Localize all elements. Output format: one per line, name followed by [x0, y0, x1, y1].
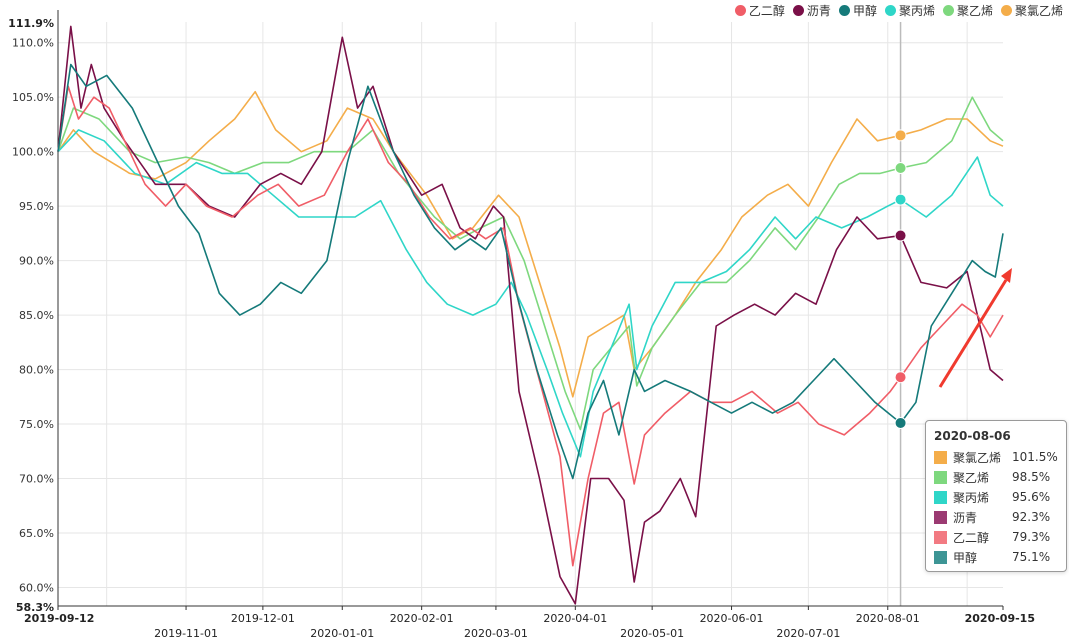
annotation-layer	[938, 268, 1012, 388]
y-tick-label: 85.0%	[19, 309, 54, 322]
y-tick-label: 105.0%	[12, 91, 54, 104]
legend-item-pvc[interactable]: 聚氯乙烯	[1000, 2, 1063, 19]
y-tick-label: 95.0%	[19, 200, 54, 213]
series-line	[57, 96, 1004, 431]
x-tick-label: 2020-09-15	[965, 612, 1035, 625]
tooltip-row: 聚丙烯 95.6%	[934, 487, 1060, 507]
series-line	[57, 63, 1004, 480]
legend-dot-icon	[734, 4, 746, 16]
hover-point	[894, 162, 907, 174]
x-tick-label: 2020-05-01	[620, 627, 684, 640]
tooltip-row-value: 95.6%	[1012, 490, 1051, 504]
hover-point	[894, 371, 907, 384]
tooltip-row-name: 聚氯乙烯	[953, 450, 1002, 465]
legend-label: 聚丙烯	[898, 3, 935, 18]
tooltip-row: 甲醇 75.1%	[934, 547, 1060, 567]
tooltip-swatch-icon	[934, 510, 947, 524]
y-min-label: 58.3%	[16, 601, 54, 614]
tooltip-row-value: 101.5%	[1012, 450, 1058, 464]
tooltip-row: 聚乙烯 98.5%	[934, 467, 1060, 487]
legend-label: 沥青	[806, 3, 831, 18]
hover-point	[894, 229, 907, 242]
x-tick-label: 2020-07-01	[776, 627, 840, 640]
tooltip-row-name: 聚丙烯	[953, 490, 990, 505]
tooltip-row-value: 75.1%	[1012, 550, 1051, 564]
series-line	[57, 129, 1004, 458]
hover-point	[894, 193, 907, 206]
x-tick-label: 2020-06-01	[700, 612, 764, 625]
tooltip-row-name: 聚乙烯	[953, 470, 990, 485]
annotation-arrow-head	[1001, 268, 1012, 283]
legend-item-bitumen[interactable]: 沥青	[792, 2, 831, 19]
tooltip-date: 2020-08-06	[934, 429, 1011, 443]
x-tick-label: 2019-11-01	[154, 627, 218, 640]
tooltip-row-name: 甲醇	[953, 550, 978, 565]
x-tick-label: 2019-12-01	[231, 612, 295, 625]
tooltip-row: 乙二醇 79.3%	[934, 527, 1060, 547]
annotation-arrow-shaft	[938, 279, 1008, 388]
x-tick-label: 2020-02-01	[390, 612, 454, 625]
tooltip-swatch-icon	[934, 470, 947, 484]
y-tick-label: 65.0%	[19, 527, 54, 540]
axis-layer: 60.0% 65.0% 70.0% 75.0% 80.0% 85.0% 90.0% 95.0%…	[8, 10, 1035, 640]
legend-dot-icon	[942, 4, 954, 16]
tooltip-row: 沥青 92.3%	[934, 507, 1060, 527]
tooltip-swatch-icon	[934, 450, 947, 464]
x-tick-label: 2020-03-01	[464, 627, 528, 640]
x-tick-label: 2020-04-01	[543, 612, 607, 625]
y-tick-label: 90.0%	[19, 255, 54, 268]
x-tick-label: 2020-01-01	[310, 627, 374, 640]
y-tick-label: 70.0%	[19, 473, 54, 486]
legend-item-methanol[interactable]: 甲醇	[838, 2, 877, 19]
legend-label: 聚氯乙烯	[1014, 3, 1063, 18]
x-tick-label: 2020-08-01	[856, 612, 920, 625]
legend-dot-icon	[792, 4, 804, 16]
legend-label: 甲醇	[852, 3, 877, 18]
series-line	[57, 90, 1004, 398]
legend-dot-icon	[1000, 4, 1012, 16]
tooltip-row-name: 乙二醇	[953, 530, 990, 545]
marker-layer	[894, 129, 907, 429]
legend-dot-icon	[838, 4, 850, 16]
legend-label: 乙二醇	[748, 3, 785, 18]
tooltip-swatch-icon	[934, 550, 947, 564]
y-tick-label: 100.0%	[12, 146, 54, 159]
legend-item-polypropylene[interactable]: 聚丙烯	[884, 2, 935, 19]
tooltip-row-value: 79.3%	[1012, 530, 1051, 544]
tooltip-swatch-icon	[934, 490, 947, 504]
tooltip-row: 聚氯乙烯 101.5%	[934, 447, 1060, 467]
legend-dot-icon	[884, 4, 896, 16]
hover-point	[894, 129, 907, 142]
y-tick-label: 110.0%	[12, 37, 54, 50]
legend-item-polyethylene[interactable]: 聚乙烯	[942, 2, 993, 19]
y-tick-label: 80.0%	[19, 364, 54, 377]
x-tick-label: 2019-09-12	[24, 612, 94, 625]
legend-item-meg[interactable]: 乙二醇	[734, 2, 785, 19]
y-tick-label: 60.0%	[19, 581, 54, 594]
y-max-label: 111.9%	[8, 17, 54, 30]
grid-layer	[58, 22, 1003, 606]
y-tick-label: 75.0%	[19, 418, 54, 431]
tooltip-row-value: 92.3%	[1012, 510, 1051, 524]
tooltip-row-name: 沥青	[953, 510, 978, 525]
series-layer	[57, 25, 1004, 605]
series-line	[57, 25, 1004, 605]
tooltip-row-value: 98.5%	[1012, 470, 1051, 484]
chart-legend: 乙二醇 沥青 甲醇 聚丙烯 聚乙烯 聚氯乙烯	[734, 0, 1063, 20]
hover-point	[894, 416, 907, 429]
tooltip-panel: 2020-08-06 聚氯乙烯 101.5% 聚乙烯 98.5% 聚丙烯 95.…	[925, 420, 1067, 572]
tooltip-swatch-icon	[934, 530, 947, 544]
legend-label: 聚乙烯	[956, 3, 993, 18]
